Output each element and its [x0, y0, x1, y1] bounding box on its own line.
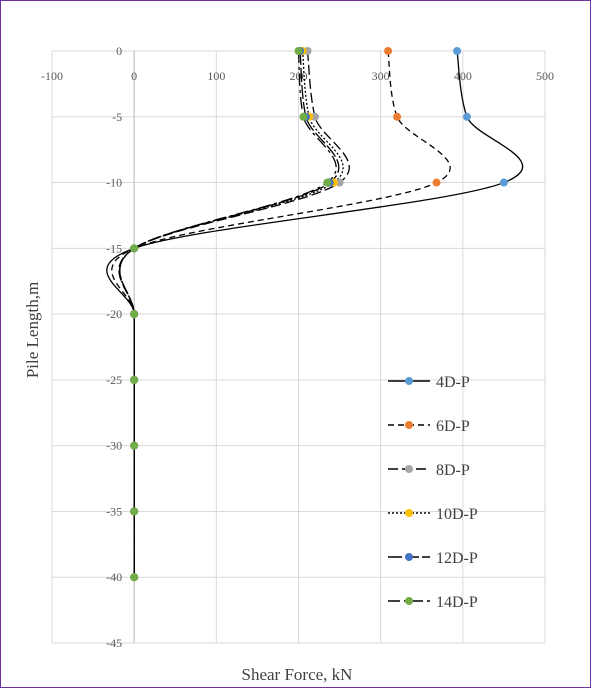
data-point-6D-P [393, 112, 402, 121]
y-tick-label: -35 [106, 504, 122, 518]
y-tick-label: -25 [106, 373, 122, 387]
data-point-14D-P [299, 112, 308, 121]
series-line-14D-P [119, 50, 337, 578]
data-point-14D-P [130, 375, 139, 384]
y-tick-label: -5 [112, 110, 122, 124]
data-point-14D-P [323, 178, 332, 187]
data-point-14D-P [130, 310, 139, 319]
x-tick-label: 100 [207, 69, 225, 83]
legend-label-12D-P: 12D-P [436, 550, 478, 567]
data-point-6D-P [432, 178, 441, 187]
y-tick-label: -45 [106, 636, 122, 650]
legend-label-8D-P: 8D-P [436, 462, 470, 479]
data-point-8D-P [310, 112, 319, 121]
y-tick-label: -40 [106, 570, 122, 584]
data-point-8D-P [335, 178, 344, 187]
legend-label-4D-P: 4D-P [436, 374, 470, 391]
tick-labels: -100 0 100 200 300 400 500 0 -5 -10 -15 -20 -25 -30 -3… [41, 44, 554, 650]
y-tick-label: -10 [106, 176, 122, 190]
legend: 4D-P 6D-P 8D-P 10D-P 12D-P 14D-P [388, 374, 478, 611]
legend-marker-6D-P [405, 421, 413, 429]
y-tick-label: -15 [106, 241, 122, 255]
data-point-14D-P [130, 441, 139, 450]
data-point-14D-P [130, 244, 139, 253]
data-point-4D-P [499, 178, 508, 187]
y-tick-label: -20 [106, 307, 122, 321]
x-tick-label: -100 [41, 69, 63, 83]
data-point-14D-P [294, 47, 303, 55]
x-axis-label: Shear Force, kN [242, 665, 353, 684]
legend-marker-4D-P [405, 377, 413, 385]
y-tick-label: -30 [106, 439, 122, 453]
series-lines [106, 50, 524, 578]
legend-label-14D-P: 14D-P [436, 594, 478, 611]
legend-marker-12D-P [405, 553, 413, 561]
series-markers [130, 47, 508, 582]
x-tick-label: 500 [536, 69, 554, 83]
x-tick-label: 200 [290, 69, 308, 83]
data-point-14D-P [130, 573, 139, 582]
series-line-10D-P [118, 50, 344, 578]
x-tick-label: 300 [372, 69, 390, 83]
data-point-4D-P [453, 47, 462, 55]
legend-label-6D-P: 6D-P [436, 418, 470, 435]
legend-marker-10D-P [405, 509, 413, 517]
data-point-14D-P [130, 507, 139, 516]
data-point-6D-P [384, 47, 393, 55]
legend-label-10D-P: 10D-P [436, 506, 478, 523]
y-axis-label: Pile Length,m [23, 282, 42, 378]
y-tick-label: 0 [116, 44, 122, 58]
x-tick-label: 400 [454, 69, 472, 83]
legend-marker-8D-P [405, 465, 413, 473]
data-point-4D-P [462, 112, 471, 121]
legend-marker-14D-P [405, 597, 413, 605]
x-tick-label: 0 [131, 69, 137, 83]
